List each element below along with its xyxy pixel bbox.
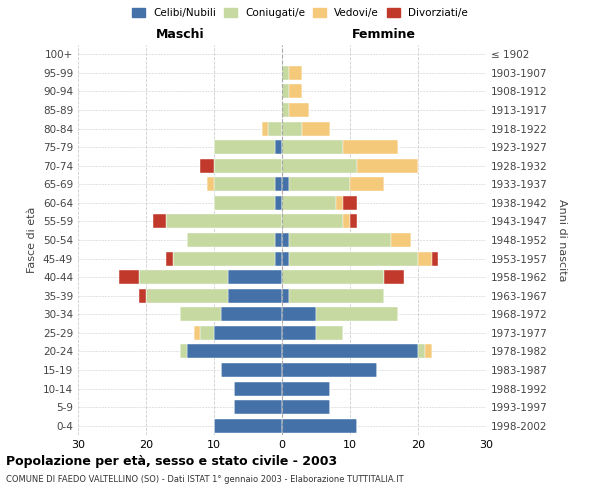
Bar: [282, 344, 418, 358]
Text: COMUNE DI FAEDO VALTELLINO (SO) - Dati ISTAT 1° gennaio 2003 - Elaborazione TUTT: COMUNE DI FAEDO VALTELLINO (SO) - Dati I…: [6, 475, 404, 484]
Bar: [282, 214, 343, 228]
Bar: [166, 214, 282, 228]
Bar: [289, 233, 391, 247]
Bar: [425, 344, 431, 358]
Bar: [350, 178, 384, 191]
Bar: [282, 103, 289, 117]
Bar: [418, 344, 425, 358]
Bar: [343, 214, 350, 228]
Bar: [227, 289, 282, 302]
Bar: [282, 400, 329, 414]
Bar: [275, 178, 282, 191]
Bar: [289, 289, 384, 302]
Bar: [275, 196, 282, 210]
Bar: [200, 159, 214, 172]
Bar: [235, 400, 282, 414]
Bar: [282, 159, 357, 172]
Bar: [214, 326, 282, 340]
Bar: [282, 140, 343, 154]
Bar: [384, 270, 404, 284]
Text: Popolazione per età, sesso e stato civile - 2003: Popolazione per età, sesso e stato civil…: [6, 455, 337, 468]
Bar: [289, 252, 418, 266]
Bar: [316, 326, 343, 340]
Bar: [214, 196, 275, 210]
Bar: [357, 159, 418, 172]
Bar: [139, 289, 146, 302]
Y-axis label: Fasce di età: Fasce di età: [28, 207, 37, 273]
Y-axis label: Anni di nascita: Anni di nascita: [557, 198, 567, 281]
Bar: [289, 84, 302, 98]
Bar: [337, 196, 343, 210]
Bar: [282, 419, 357, 432]
Bar: [221, 308, 282, 322]
Bar: [214, 140, 275, 154]
Bar: [221, 363, 282, 377]
Bar: [166, 252, 173, 266]
Bar: [282, 326, 316, 340]
Bar: [343, 196, 357, 210]
Bar: [282, 178, 289, 191]
Bar: [194, 326, 200, 340]
Bar: [268, 122, 282, 136]
Bar: [180, 308, 221, 322]
Bar: [282, 233, 289, 247]
Bar: [289, 103, 309, 117]
Text: Femmine: Femmine: [352, 28, 416, 42]
Bar: [282, 252, 289, 266]
Bar: [282, 308, 316, 322]
Bar: [227, 270, 282, 284]
Bar: [418, 252, 431, 266]
Bar: [391, 233, 411, 247]
Bar: [289, 178, 350, 191]
Bar: [275, 140, 282, 154]
Bar: [173, 252, 275, 266]
Bar: [214, 159, 282, 172]
Bar: [187, 233, 275, 247]
Bar: [275, 233, 282, 247]
Bar: [282, 382, 329, 396]
Bar: [262, 122, 268, 136]
Legend: Celibi/Nubili, Coniugati/e, Vedovi/e, Divorziati/e: Celibi/Nubili, Coniugati/e, Vedovi/e, Di…: [129, 5, 471, 21]
Bar: [139, 270, 227, 284]
Bar: [207, 178, 214, 191]
Bar: [282, 122, 302, 136]
Bar: [153, 214, 166, 228]
Bar: [282, 84, 289, 98]
Bar: [146, 289, 227, 302]
Bar: [343, 140, 398, 154]
Bar: [275, 252, 282, 266]
Bar: [289, 66, 302, 80]
Bar: [431, 252, 439, 266]
Bar: [282, 196, 337, 210]
Bar: [200, 326, 214, 340]
Text: Maschi: Maschi: [155, 28, 205, 42]
Bar: [235, 382, 282, 396]
Bar: [214, 178, 275, 191]
Bar: [187, 344, 282, 358]
Bar: [214, 419, 282, 432]
Bar: [302, 122, 329, 136]
Bar: [180, 344, 187, 358]
Bar: [350, 214, 357, 228]
Bar: [282, 289, 289, 302]
Bar: [316, 308, 398, 322]
Bar: [282, 66, 289, 80]
Bar: [119, 270, 139, 284]
Bar: [282, 363, 377, 377]
Bar: [282, 270, 384, 284]
